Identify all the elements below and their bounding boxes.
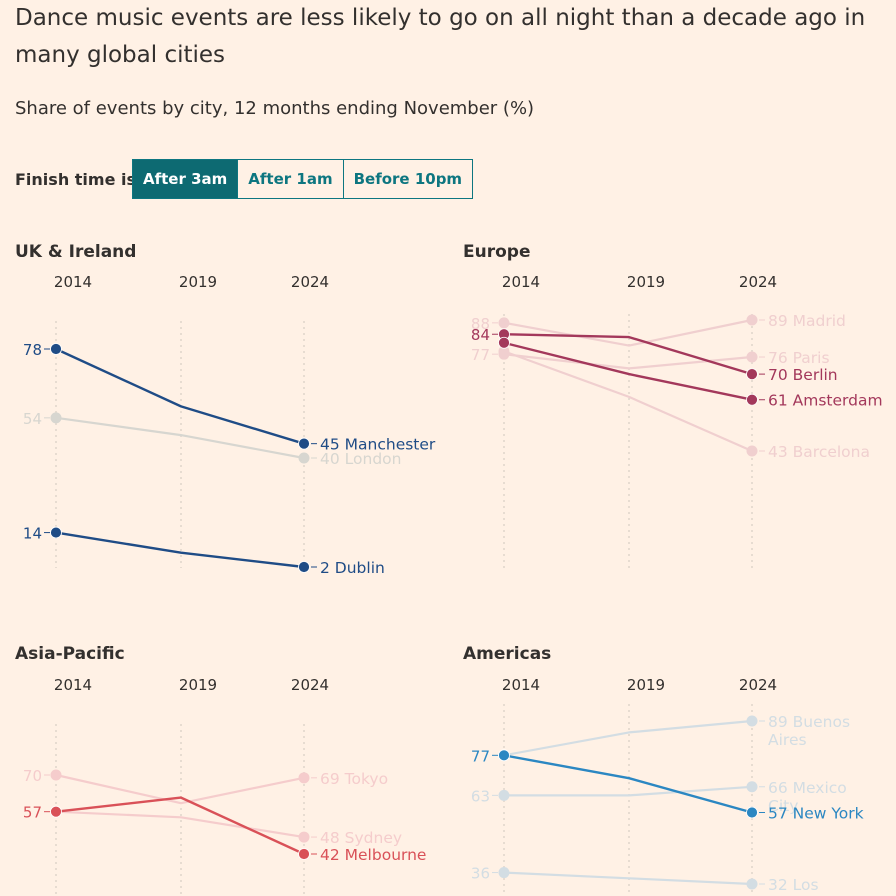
x-tick-label: 2024 bbox=[291, 676, 329, 694]
start-value-label: 70 bbox=[23, 767, 42, 785]
end-value-label: 70 Berlin bbox=[768, 366, 838, 384]
x-tick-label: 2019 bbox=[627, 273, 665, 291]
filter-label: Finish time is: bbox=[15, 170, 143, 189]
series-line-paris bbox=[503, 353, 753, 370]
x-tick-label: 2019 bbox=[627, 676, 665, 694]
chart-subtitle: Share of events by city, 12 months endin… bbox=[15, 98, 535, 119]
panel-asia: Asia-Pacific 2014 2019 2024 70 69 Tokyo 48 Syd… bbox=[15, 644, 426, 896]
start-value-label: 14 bbox=[23, 525, 42, 543]
series-line-buenos-aires bbox=[503, 719, 753, 757]
data-point bbox=[498, 867, 510, 879]
end-value-label: 89 Buenos Aires bbox=[768, 713, 850, 749]
panel-americas: Americas 2014 2019 2024 89 Buenos Aires 63 66 M… bbox=[463, 644, 864, 896]
filter-before-10pm-button[interactable]: Before 10pm bbox=[343, 159, 474, 199]
start-value-label: 63 bbox=[471, 787, 490, 805]
start-value-label: 88 bbox=[471, 315, 490, 333]
data-point bbox=[298, 437, 310, 450]
series-line-berlin bbox=[503, 333, 753, 376]
end-value-label: 2 Dublin bbox=[320, 559, 385, 577]
x-tick-label: 2014 bbox=[54, 676, 92, 694]
data-point bbox=[746, 393, 758, 406]
data-point bbox=[298, 561, 310, 573]
series-line-madrid bbox=[503, 318, 753, 347]
end-value-label: 45 Manchester bbox=[320, 436, 436, 454]
end-value-label: 61 Amsterdam bbox=[768, 392, 883, 410]
end-value-label: 57 New York bbox=[768, 805, 864, 823]
data-point bbox=[50, 769, 62, 781]
panel-title: Asia-Pacific bbox=[15, 644, 125, 664]
series-line-london bbox=[55, 416, 305, 460]
data-point bbox=[746, 715, 758, 727]
data-point bbox=[50, 412, 62, 424]
data-point bbox=[298, 772, 310, 784]
data-point bbox=[498, 749, 510, 762]
data-point bbox=[50, 343, 62, 355]
panel-uk: UK & Ireland 2014 2019 2024 54 40 London 78 45 … bbox=[15, 242, 436, 577]
end-value-label: 89 Madrid bbox=[768, 312, 846, 330]
data-point bbox=[498, 336, 510, 349]
series-line-barcelona bbox=[503, 350, 753, 453]
data-point bbox=[50, 805, 62, 818]
series-line-tokyo bbox=[55, 773, 305, 805]
end-value-label: 43 Barcelona bbox=[768, 443, 870, 461]
chart-title: Dance music events are less likely to go… bbox=[15, 5, 866, 68]
data-point bbox=[298, 452, 310, 464]
series-line-los-angeles bbox=[503, 871, 753, 886]
finish-time-filter: After 3am After 1am Before 10pm bbox=[132, 159, 474, 199]
data-point bbox=[746, 368, 758, 381]
x-tick-label: 2019 bbox=[179, 273, 217, 291]
filter-after-3am-button[interactable]: After 3am bbox=[132, 159, 239, 199]
series-line-manchester bbox=[55, 347, 305, 445]
end-value-label: 76 Paris bbox=[768, 349, 830, 367]
panel-title: Americas bbox=[463, 644, 551, 664]
x-tick-label: 2024 bbox=[739, 676, 777, 694]
data-point bbox=[746, 806, 758, 819]
data-point bbox=[298, 848, 310, 860]
series-line-dublin bbox=[55, 531, 305, 569]
start-value-label: 57 bbox=[23, 804, 42, 822]
panel-title: UK & Ireland bbox=[15, 242, 136, 262]
start-value-label: 77 bbox=[471, 747, 490, 765]
series-line-amsterdam bbox=[503, 341, 753, 401]
start-value-label: 78 bbox=[23, 341, 42, 359]
data-point bbox=[298, 831, 310, 843]
series-line-mexico-city bbox=[504, 785, 753, 797]
x-tick-label: 2019 bbox=[179, 676, 217, 694]
series-line-sydney bbox=[55, 810, 305, 839]
data-point bbox=[746, 445, 758, 457]
data-point bbox=[498, 317, 510, 329]
x-tick-label: 2014 bbox=[502, 273, 540, 291]
series-line-new-york bbox=[503, 754, 753, 814]
end-value-label: 69 Tokyo bbox=[320, 770, 388, 788]
data-point bbox=[498, 789, 510, 801]
data-point bbox=[746, 351, 758, 363]
end-value-label: 42 Melbourne bbox=[320, 846, 426, 864]
end-value-label: 40 London bbox=[320, 450, 401, 468]
start-value-label: 84 bbox=[471, 326, 490, 344]
x-tick-label: 2014 bbox=[502, 676, 540, 694]
data-point bbox=[746, 314, 758, 326]
data-point bbox=[498, 345, 510, 357]
start-value-label: 77 bbox=[471, 346, 490, 364]
data-point bbox=[746, 878, 758, 890]
start-value-label: 36 bbox=[471, 865, 490, 883]
x-tick-label: 2024 bbox=[291, 273, 329, 291]
panel-title: Europe bbox=[463, 242, 530, 262]
data-point bbox=[50, 526, 62, 539]
end-value-label: 32 LosAngeles bbox=[768, 876, 830, 896]
x-tick-label: 2024 bbox=[739, 273, 777, 291]
data-point bbox=[746, 781, 758, 793]
x-tick-label: 2014 bbox=[54, 273, 92, 291]
panel-europe: Europe 2014 2019 2024 88 89 Madrid 77 76 Paris 4… bbox=[463, 242, 883, 568]
end-value-label: 66 Mexico City bbox=[768, 779, 847, 815]
filter-after-1am-button[interactable]: After 1am bbox=[238, 159, 344, 199]
end-value-label: 48 Sydney bbox=[320, 829, 402, 847]
series-line-melbourne bbox=[55, 796, 305, 856]
start-value-label: 54 bbox=[23, 410, 42, 428]
